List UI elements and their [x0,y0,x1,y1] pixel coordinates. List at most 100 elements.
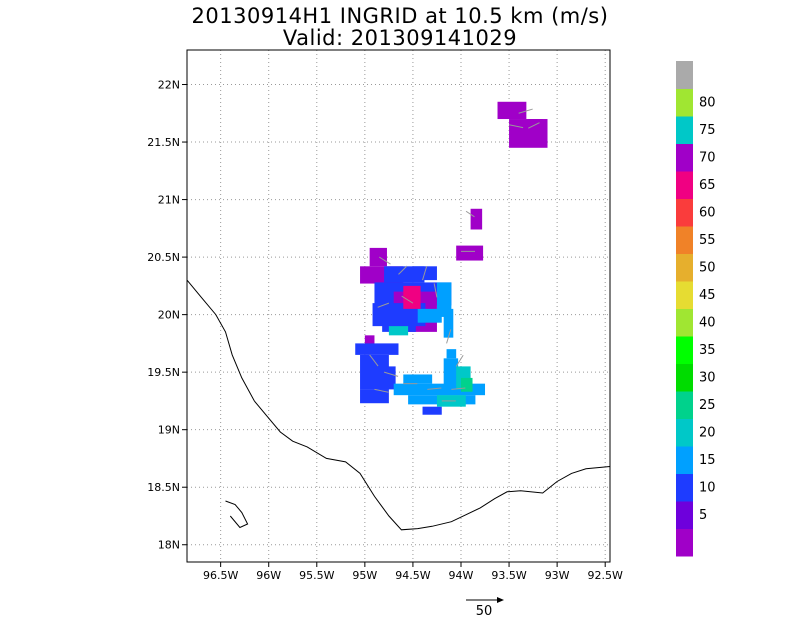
lon-tick-label: 95.5W [299,569,334,582]
lat-tick-label: 20.5N [147,251,180,264]
lon-tick-label: 93W [545,569,570,582]
lat-tick-label: 19N [158,424,180,437]
lon-tick-label: 93.5W [491,569,526,582]
wind-speed-cell [470,208,483,230]
colorbar-segment [676,226,693,254]
colorbar-segment [676,391,693,419]
colorbar-segment [676,528,693,557]
lat-tick-label: 20N [158,309,180,322]
colorbar-label: 5 [699,508,707,523]
colorbar-segment [676,143,693,172]
map-title: 20130914H1 INGRID at 10.5 km (m/s) [191,4,609,28]
colorbar-segment [676,336,693,364]
wind-vector [374,388,389,393]
wind-vector [383,371,399,377]
wind-speed-colorbar: 5 10 15 20 25 30 35 40 45 50 55 60 65 70 75 80 [676,61,716,557]
colorbar-label: 35 [699,343,716,358]
colorbar-label: 45 [699,288,716,303]
longitude-tick-labels: 96.5W 96W 95.5W 95W 94.5W 94W 93.5W 93W 92.5W [203,562,623,582]
colorbar-label: 30 [699,370,716,385]
lon-tick-label: 96.5W [203,569,238,582]
wind-vector [451,387,466,390]
colorbar-label: 75 [699,123,716,138]
lat-tick-label: 21N [158,194,180,207]
colorbar-segment [676,363,693,392]
wind-vector [398,265,408,275]
wind-speed-cell [393,383,486,396]
colorbar-label: 60 [699,205,716,220]
lat-tick-label: 21.5N [147,136,180,149]
colorbar-segment [676,88,693,117]
coastline [186,279,611,531]
wind-speed-cell [403,374,433,384]
lat-tick-label: 19.5N [147,366,180,379]
wind-speed-cell [364,335,375,345]
coastline-main [186,279,611,531]
wind-vectors [369,108,540,402]
wind-speed-cell [513,130,538,145]
wind-vector [518,108,533,114]
wind-vector [427,387,442,390]
colorbar-segment [676,198,693,227]
colorbar-label: 80 [699,95,716,110]
lat-tick-label: 22N [158,79,180,92]
wind-vector [528,122,540,129]
wind-vector [433,283,438,298]
colorbar-segment [676,501,693,529]
colorbar-segment [676,116,693,144]
colorbar-label: 25 [699,398,716,413]
wind-speed-cell [376,366,396,390]
wind-speed-cell [422,406,442,415]
valid-time-subtitle: Valid: 201309141029 [282,26,518,50]
colorbar-label: 55 [699,233,716,248]
coastline-lagoon [225,500,249,529]
colorbar-segment [676,281,693,309]
colorbar-segment [676,253,693,282]
wind-vector [401,295,414,304]
wind-vector [508,124,524,129]
lon-tick-label: 94.5W [395,569,430,582]
wind-vector [465,210,475,218]
colorbar-label: 50 [699,260,716,275]
wind-speed-cell [456,245,484,261]
colorbar-segment [676,308,693,337]
wind-vector [446,329,452,344]
colorbar-label: 15 [699,453,716,468]
colorbar-label: 70 [699,150,716,165]
map-frame [186,49,611,563]
lon-tick-label: 94W [449,569,474,582]
wind-vector [422,265,428,281]
colorbar-segment [676,473,693,502]
wind-speed-cell [417,308,442,323]
colorbar-segment [676,61,693,89]
lon-tick-label: 95W [352,569,377,582]
colorbar-label: 20 [699,425,716,440]
wind-speed-cell [460,377,473,392]
lat-tick-label: 18.5N [147,481,180,494]
wind-speed-cell [446,349,457,359]
colorbar-label: 40 [699,315,716,330]
wind-vector [455,354,464,367]
wind-speed-cell [497,101,527,120]
colorbar-segment [676,418,693,447]
lat-tick-label: 18N [158,539,180,552]
colorbar-label: 10 [699,480,716,495]
wind-vector [369,354,379,367]
lon-tick-label: 92.5W [588,569,623,582]
wind-vector [377,302,390,308]
wind-speed-cell [360,389,389,404]
lon-tick-label: 96W [256,569,281,582]
lat-lon-grid [187,50,610,562]
latitude-tick-labels: 18N 18.5N 19N 19.5N 20N 20.5N 21N 21.5N 22N [147,79,187,552]
wind-speed-cell [369,247,387,267]
wind-speed-cell [443,308,454,338]
colorbar-label: 65 [699,178,716,193]
wind-vector [379,256,391,265]
wind-speed-cell [443,358,459,388]
wind-speed-field [355,101,548,415]
wind-speed-cell [355,343,399,355]
wind-speed-cell [388,326,409,336]
wind-speed-cell [436,282,452,317]
colorbar-segment [676,171,693,199]
